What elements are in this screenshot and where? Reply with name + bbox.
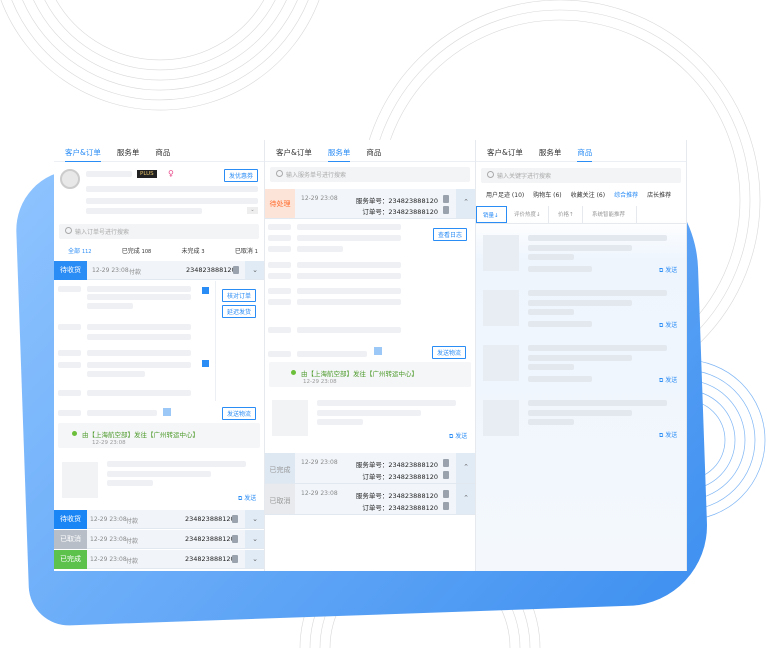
chevron-down-icon[interactable]: ⌄ <box>245 530 264 548</box>
filter-undone[interactable]: 未完成 3 <box>181 248 205 255</box>
product-search-input[interactable]: 输入关键字进行搜索 <box>481 168 681 183</box>
chevron-down-icon[interactable]: ⌄ <box>245 550 264 568</box>
category-footprint[interactable]: 用户足迹 (10) <box>486 192 525 199</box>
delay-shipping-button[interactable]: 延迟发货 <box>222 305 257 318</box>
edit-icon[interactable] <box>202 360 209 367</box>
copy-icon[interactable] <box>233 266 239 274</box>
edit-icon[interactable] <box>202 287 209 294</box>
avatar <box>60 169 80 189</box>
service-order-panel: 客户&订单 服务单 商品 输入服务单号进行搜索 待处理 12-29 23:08 … <box>265 140 476 571</box>
expand-icon[interactable]: ⌄ <box>247 207 258 214</box>
sort-smart[interactable]: 系统智能推荐 <box>583 206 637 223</box>
filter-all[interactable]: 全部 112 <box>68 248 92 255</box>
copy-icon[interactable] <box>232 515 238 523</box>
send-logistics-button[interactable]: 发送物流 <box>432 346 467 359</box>
logistics-icon <box>163 408 171 416</box>
chevron-up-icon[interactable]: ⌃ <box>456 484 475 514</box>
chevron-down-icon[interactable]: ⌄ <box>245 510 264 528</box>
tab-service[interactable]: 服务单 <box>116 148 140 157</box>
category-favorites[interactable]: 收藏关注 (6) <box>570 192 606 199</box>
tab-product[interactable]: 商品 <box>577 140 593 162</box>
tab-product[interactable]: 商品 <box>155 148 171 157</box>
search-icon <box>65 227 72 234</box>
order-row-expanded[interactable]: 待收货 12-29 23:08 付款 234823888120 ⌄ <box>54 261 264 280</box>
service-row[interactable]: 已取消 12-29 23:08 服务单号：234823888120 订单号：23… <box>265 484 475 515</box>
logistics-icon <box>374 347 382 355</box>
filter-cancelled[interactable]: 已取消 1 <box>234 248 258 255</box>
filter-done[interactable]: 已完成 108 <box>121 248 152 255</box>
product-panel: 客户&订单 服务单 商品 输入关键字进行搜索 用户足迹 (10) 购物车 (6)… <box>476 140 687 571</box>
copy-icon[interactable] <box>232 535 238 543</box>
search-icon <box>487 171 494 178</box>
copy-icon[interactable] <box>232 555 238 563</box>
send-product-button[interactable]: ⧉ 发送 <box>449 433 468 440</box>
tab-customer-order[interactable]: 客户&订单 <box>487 148 523 157</box>
sort-price[interactable]: 价格↑ <box>549 206 583 223</box>
order-row[interactable]: 待收货 12-29 23:08 付款 234823888120 ⌄ <box>54 510 264 529</box>
send-product-button[interactable]: ⧉ 发送 <box>659 322 678 329</box>
female-icon: ♀ <box>168 169 174 178</box>
service-search-input[interactable]: 输入服务单号进行搜索 <box>270 167 470 182</box>
sort-sales[interactable]: 销量↓ <box>476 206 507 223</box>
view-log-button[interactable]: 查看日志 <box>433 228 468 241</box>
logistics-info: 由【上海航空部】发往【广州转运中心】 12-29 23:08 <box>269 362 471 387</box>
product-thumbnail <box>483 400 519 436</box>
category-cart[interactable]: 购物车 (6) <box>533 192 562 199</box>
send-product-button[interactable]: ⧉ 发送 <box>659 432 678 439</box>
tab-service[interactable]: 服务单 <box>327 140 351 162</box>
order-search-input[interactable]: 输入订单号进行搜索 <box>59 224 259 239</box>
check-order-button[interactable]: 核对订单 <box>222 289 257 302</box>
send-product-button[interactable]: ⧉ 发送 <box>659 267 678 274</box>
sort-rating[interactable]: 评价热度↓ <box>507 206 549 223</box>
chevron-up-icon[interactable]: ⌃ <box>456 453 475 483</box>
copy-icon[interactable] <box>443 471 449 479</box>
service-row[interactable]: 已完成 12-29 23:08 服务单号：234823888120 订单号：23… <box>265 453 475 484</box>
order-row[interactable]: 已取消 12-29 23:08 付款 234823888120 ⌄ <box>54 530 264 549</box>
chevron-down-icon[interactable]: ⌄ <box>245 261 264 279</box>
tab-customer-order[interactable]: 客户&订单 <box>65 140 101 162</box>
send-product-button[interactable]: ⧉ 发送 <box>659 377 678 384</box>
copy-icon[interactable] <box>443 195 449 203</box>
search-icon <box>276 170 283 177</box>
product-thumbnail <box>483 290 519 326</box>
copy-icon[interactable] <box>443 502 449 510</box>
service-row[interactable]: 待处理 12-29 23:08 服务单号：234823888120 订单号：23… <box>265 189 475 219</box>
copy-icon[interactable] <box>443 459 449 467</box>
plus-badge: PLUS <box>137 170 157 178</box>
category-manager-pick[interactable]: 店长推荐 <box>647 192 672 199</box>
category-recommended[interactable]: 综合推荐 <box>614 192 639 199</box>
product-thumbnail <box>483 345 519 381</box>
tab-customer-order[interactable]: 客户&订单 <box>276 148 312 157</box>
tab-service[interactable]: 服务单 <box>538 148 562 157</box>
send-product-button[interactable]: ⧉ 发送 <box>238 495 257 502</box>
product-thumbnail <box>483 235 519 271</box>
order-row[interactable]: 已完成 12-29 23:08 付款 234823888120 ⌄ <box>54 550 264 569</box>
product-thumbnail <box>272 400 308 436</box>
logistics-info: 由【上海航空部】发往【广州转运中心】 12-29 23:08 <box>58 423 260 448</box>
copy-icon[interactable] <box>443 206 449 214</box>
send-logistics-button[interactable]: 发送物流 <box>222 407 257 420</box>
send-coupon-button[interactable]: 发优惠券 <box>224 169 259 182</box>
customer-order-panel: 客户&订单 服务单 商品 PLUS ♀ 发优惠券 ⌄ 输入订单号进行搜索 全部 … <box>54 140 265 571</box>
product-thumbnail <box>62 462 98 498</box>
chevron-up-icon[interactable]: ⌃ <box>456 189 475 218</box>
tab-product[interactable]: 商品 <box>366 148 382 157</box>
copy-icon[interactable] <box>443 490 449 498</box>
